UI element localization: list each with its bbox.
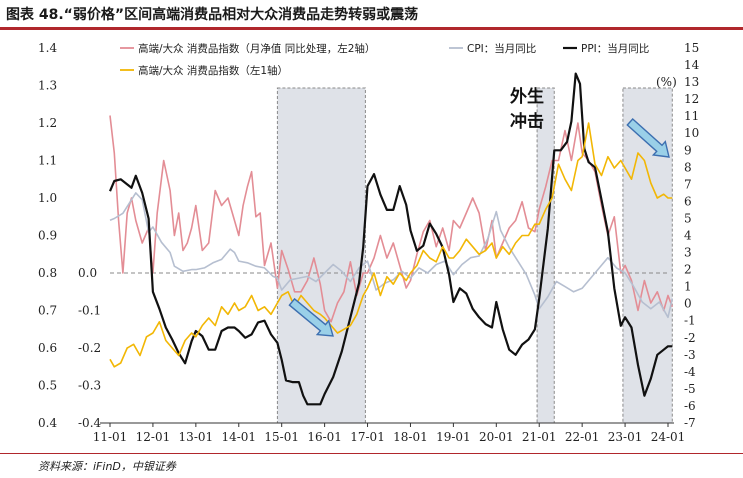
x-tick-label: 11-01: [93, 430, 128, 444]
title-divider: [0, 27, 743, 30]
series-line-4: [109, 122, 673, 368]
left-axis-tick-label: 0.5: [38, 379, 57, 393]
left-axis-tick-label: 0.4: [38, 416, 57, 430]
right-axis-tick-label: -6: [684, 399, 696, 413]
right-axis-tick-label: 13: [684, 75, 699, 89]
down-arrow-icon: [288, 297, 334, 337]
annotation-text: 冲击: [510, 111, 544, 132]
right-axis-tick-label: -4: [684, 365, 696, 379]
left-axis-tick-label: 1.1: [38, 154, 57, 168]
left-axis-tick-label: 1.2: [38, 116, 57, 130]
x-tick-label: 15-01: [264, 430, 299, 444]
left-axis-tick-label: 0.7: [38, 304, 57, 318]
x-tick-label: 23-01: [608, 430, 643, 444]
right-axis-tick-label: 6: [684, 194, 692, 208]
inner-axis-tick-label: -0.1: [78, 304, 101, 318]
shaded-period: [276, 87, 366, 424]
legend-label: PPI：当月同比: [581, 42, 649, 55]
right-axis-tick-label: 3: [684, 246, 692, 260]
right-axis-tick-label: 0: [684, 297, 692, 311]
x-tick-label: 24-01: [651, 430, 686, 444]
x-tick-label: 20-01: [479, 430, 514, 444]
inner-axis-tick-label: -0.4: [78, 416, 102, 430]
right-axis-tick-label: -5: [684, 382, 696, 396]
right-axis-tick-label: 4: [684, 229, 692, 243]
right-axis-tick-label: 5: [684, 211, 692, 225]
series-line-1: [109, 115, 674, 323]
series-line-3: [108, 72, 673, 406]
annotation-text: 外生: [510, 86, 544, 107]
x-tick-label: 14-01: [221, 430, 256, 444]
right-axis-tick-label: 15: [684, 41, 699, 55]
shaded-period: [536, 87, 555, 424]
right-axis-tick-label: 12: [684, 92, 699, 106]
right-axis-tick-label: -1: [684, 314, 696, 328]
x-tick-label: 21-01: [522, 430, 557, 444]
right-axis-unit: (%): [656, 75, 677, 89]
series-line-2: [109, 192, 674, 319]
right-axis-tick-label: 8: [684, 160, 692, 174]
x-tick-label: 17-01: [350, 430, 385, 444]
left-axis-tick-label: 1.4: [38, 41, 57, 55]
right-axis-tick-label: 9: [684, 143, 692, 157]
page-title: 图表 48.“弱价格”区间高端消费品相对大众消费品走势转弱或震荡: [6, 7, 419, 23]
right-axis-tick-label: 2: [684, 263, 692, 277]
right-axis-tick-label: 14: [684, 58, 700, 72]
chart: 0.4 0.5 0.6 0.7 0.8 0.9 1.0 1.1 1.2 1.3 1.4 -0.4 -0.…: [38, 41, 700, 444]
x-tick-label: 12-01: [136, 430, 171, 444]
right-axis-tick-label: -3: [684, 348, 696, 362]
x-tick-label: 22-01: [565, 430, 600, 444]
x-tick-label: 19-01: [436, 430, 471, 444]
inner-axis-tick-label: 0.0: [78, 266, 97, 280]
right-axis-tick-label: 1: [684, 280, 692, 294]
right-axis-tick-label: 7: [684, 177, 692, 191]
right-axis-tick-label: 11: [684, 109, 699, 123]
legend-label: 高端/大众 消费品指数（月净值 同比处理，左2轴）: [138, 42, 375, 55]
right-axis-tick-label: -7: [684, 416, 696, 430]
footer-divider: [0, 453, 743, 454]
x-tick-label: 13-01: [179, 430, 214, 444]
right-axis-tick-label: 10: [684, 126, 699, 140]
x-tick-label: 16-01: [307, 430, 342, 444]
inner-axis-tick-label: -0.2: [78, 341, 101, 355]
left-axis-tick-label: 0.9: [38, 229, 57, 243]
left-axis-tick-label: 1.0: [38, 191, 57, 205]
legend-label: CPI：当月同比: [467, 42, 536, 55]
source-note: 资料来源：iFinD，中银证券: [38, 460, 176, 473]
left-axis-tick-label: 0.6: [38, 341, 57, 355]
inner-axis-tick-label: -0.3: [78, 379, 101, 393]
down-arrow-icon: [626, 118, 670, 158]
right-axis-tick-label: -2: [684, 331, 696, 345]
legend-label: 高端/大众 消费品指数（左1轴）: [138, 64, 288, 77]
left-axis-tick-label: 0.8: [38, 266, 57, 280]
x-tick-label: 18-01: [393, 430, 428, 444]
left-axis-tick-label: 1.3: [38, 79, 57, 93]
